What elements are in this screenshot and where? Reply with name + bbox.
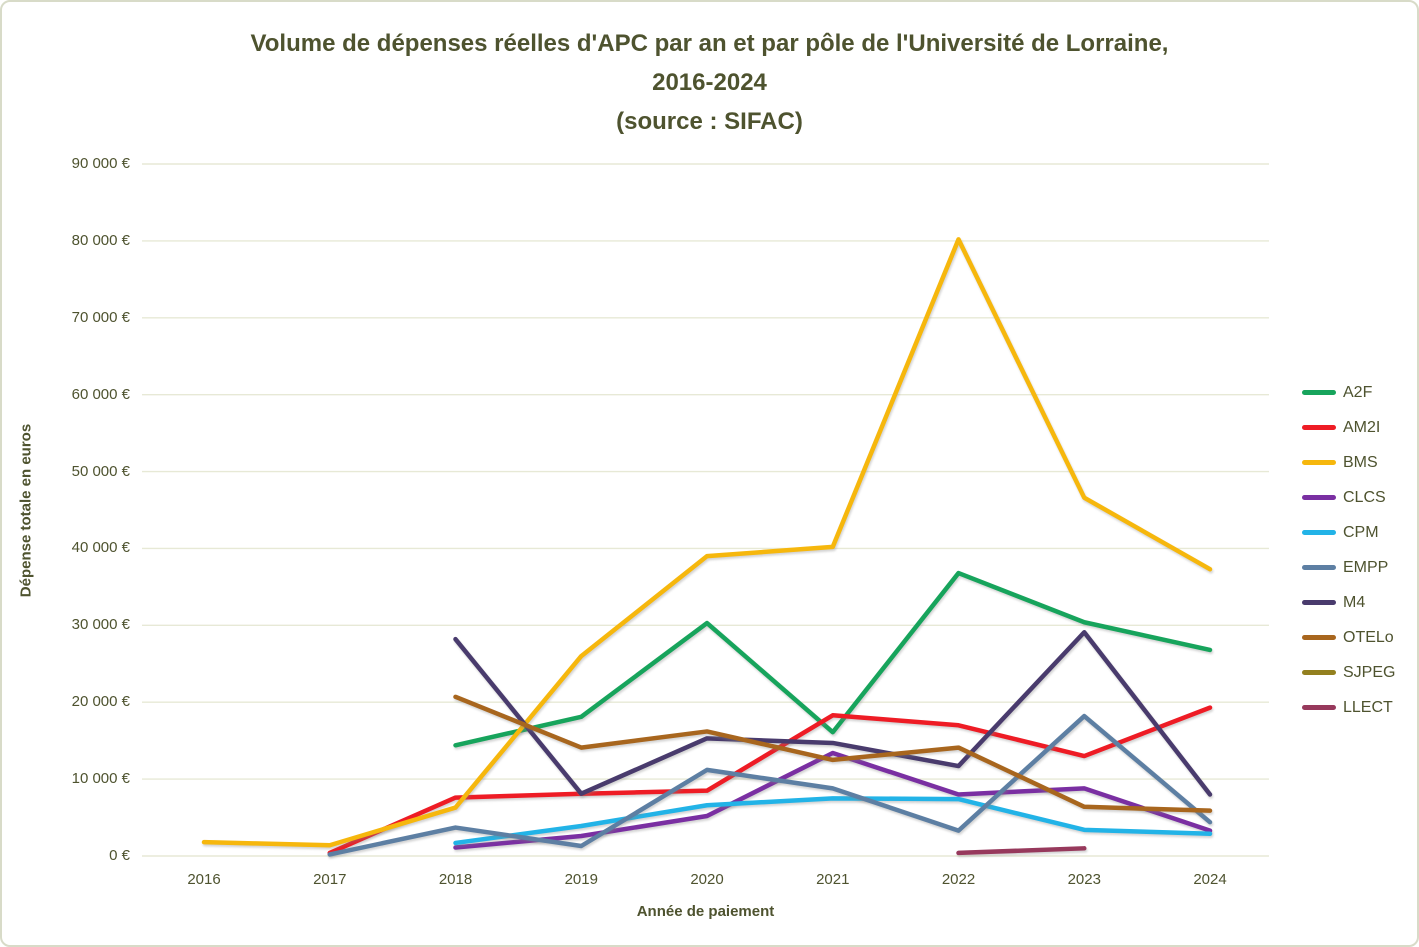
- y-tick-label: 80 000 €: [71, 231, 130, 249]
- legend-item-empp: EMPP: [1302, 550, 1395, 585]
- x-tick-label: 2016: [187, 871, 221, 888]
- series-line-bms: [201, 237, 1213, 848]
- legend-label: A2F: [1343, 383, 1373, 401]
- x-tick-label: 2023: [1067, 871, 1101, 888]
- legend-label: M4: [1343, 593, 1366, 611]
- legend-swatch-otelo: [1302, 635, 1336, 640]
- series-line-clcs: [453, 750, 1213, 850]
- series-line-empp: [327, 713, 1213, 857]
- chart-title-line-3: (source : SIFAC): [616, 108, 803, 135]
- legend-label: LLECT: [1343, 698, 1393, 716]
- y-tick-label: 40 000 €: [71, 539, 130, 557]
- y-tick-label: 30 000 €: [71, 616, 130, 634]
- legend-item-am2i: AM2I: [1302, 410, 1395, 445]
- chart-title-line-2: 2016-2024: [652, 69, 767, 96]
- legend-item-sjpeg: SJPEG: [1302, 655, 1395, 690]
- legend-label: CLCS: [1343, 488, 1386, 506]
- legend-item-otelo: OTELo: [1302, 620, 1395, 655]
- legend-swatch-am2i: [1302, 425, 1336, 430]
- x-tick-label: 2017: [313, 871, 347, 888]
- series-group: [201, 237, 1213, 857]
- y-tick-label: 0 €: [109, 847, 130, 864]
- legend-swatch-empp: [1302, 565, 1336, 570]
- y-tick-label: 10 000 €: [71, 770, 130, 788]
- legend-item-a2f: A2F: [1302, 375, 1395, 410]
- legend-item-clcs: CLCS: [1302, 480, 1395, 515]
- legend-item-m4: M4: [1302, 585, 1395, 620]
- legend-swatch-llect: [1302, 705, 1336, 710]
- legend-label: AM2I: [1343, 418, 1381, 436]
- x-tick-label: 2022: [941, 871, 976, 888]
- x-tick-label: 2018: [438, 871, 473, 888]
- legend-swatch-m4: [1302, 600, 1336, 605]
- legend: A2F AM2I BMS CLCS CPM EMPP M4 OTELo SJPEG LLECT: [1302, 375, 1395, 725]
- series-line-cpm: [453, 796, 1213, 846]
- legend-swatch-a2f: [1302, 390, 1336, 395]
- y-tick-label: 90 000 €: [71, 155, 130, 172]
- legend-label: OTELo: [1343, 628, 1394, 646]
- legend-item-llect: LLECT: [1302, 690, 1395, 725]
- chart-title: Volume de dépenses réelles d'APC par an …: [2, 24, 1417, 141]
- x-tick-label: 2024: [1193, 871, 1227, 888]
- series-line-llect: [956, 846, 1087, 856]
- legend-swatch-sjpeg: [1302, 670, 1336, 675]
- legend-label: EMPP: [1343, 558, 1389, 576]
- legend-item-bms: BMS: [1302, 445, 1395, 480]
- y-tick-label: 70 000 €: [71, 308, 130, 326]
- x-tick-label: 2020: [690, 871, 724, 888]
- legend-item-cpm: CPM: [1302, 515, 1395, 550]
- y-tick-label: 20 000 €: [71, 693, 130, 711]
- x-tick-label: 2021: [816, 871, 850, 888]
- legend-label: BMS: [1343, 453, 1378, 471]
- series-line-m4: [453, 630, 1213, 797]
- legend-swatch-cpm: [1302, 530, 1336, 535]
- legend-label: CPM: [1343, 523, 1379, 541]
- series-line-a2f: [453, 570, 1213, 748]
- series-line-otelo: [453, 694, 1213, 813]
- legend-swatch-clcs: [1302, 495, 1336, 500]
- y-tick-label: 60 000 €: [71, 385, 130, 403]
- chart-title-line-1: Volume de dépenses réelles d'APC par an …: [250, 30, 1169, 57]
- series-line-am2i: [327, 705, 1213, 856]
- x-axis-title: Année de paiement: [636, 903, 775, 920]
- y-tick-label: 50 000 €: [71, 462, 130, 480]
- legend-swatch-bms: [1302, 460, 1336, 465]
- legend-label: SJPEG: [1343, 663, 1396, 681]
- x-tick-label: 2019: [564, 871, 598, 888]
